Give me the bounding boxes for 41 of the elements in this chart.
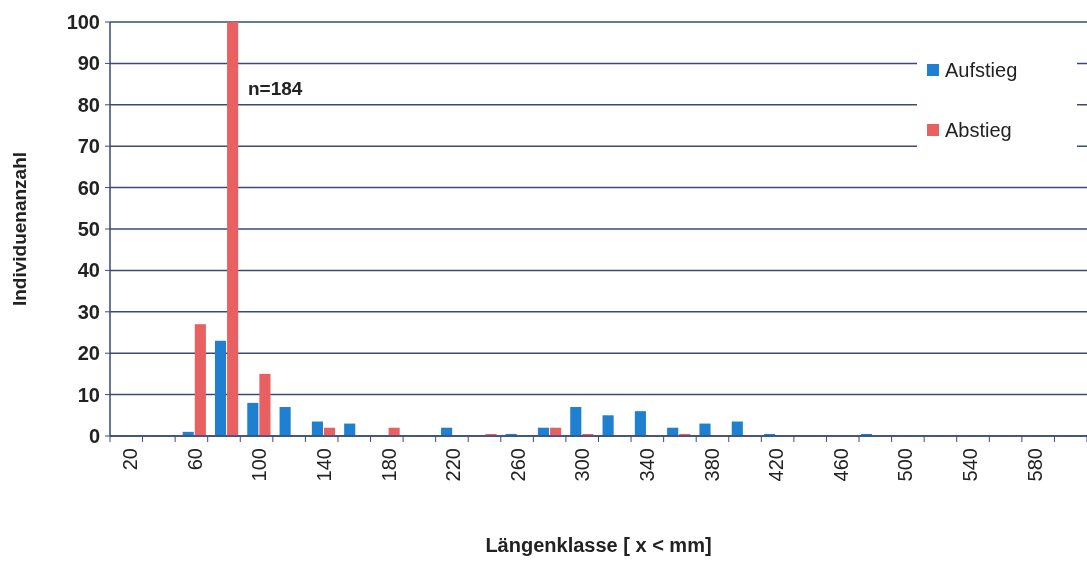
y-tick-label: 0 <box>88 425 100 447</box>
bar <box>699 423 711 436</box>
x-tick-label: 300 <box>571 448 594 482</box>
legend-label: Aufstieg <box>945 59 1018 81</box>
bar <box>259 373 271 436</box>
annotation: n=184 <box>248 78 303 99</box>
x-tick-label: 380 <box>700 448 723 482</box>
x-tick-label: 180 <box>377 448 400 482</box>
bar <box>194 324 206 436</box>
legend-label: Abstieg <box>945 119 1012 141</box>
bar <box>227 22 239 436</box>
x-tick-label: 100 <box>248 448 271 482</box>
x-tick-label: 60 <box>183 448 206 471</box>
bar <box>247 402 259 436</box>
x-axis-title: Längenklasse [ x < mm] <box>485 534 712 556</box>
bar <box>602 415 614 436</box>
bar <box>570 407 582 436</box>
x-tick-label: 540 <box>958 448 981 482</box>
bar <box>279 407 291 436</box>
bar <box>634 411 646 436</box>
x-tick-label: 260 <box>506 448 529 482</box>
y-tick-label: 100 <box>66 11 100 33</box>
y-axis-title: Individuenanzahl <box>9 151 30 307</box>
y-tick-label: 70 <box>77 135 100 158</box>
y-tick-label: 10 <box>77 383 100 406</box>
bar <box>214 340 227 436</box>
y-tick-label: 90 <box>77 52 100 75</box>
x-tick-label: 140 <box>312 448 335 482</box>
x-tick-label: 340 <box>635 448 658 482</box>
y-tick-label: 80 <box>77 93 100 116</box>
x-tick-label: 420 <box>765 448 788 482</box>
x-tick-label: 20 <box>119 448 142 471</box>
y-tick-label: 60 <box>77 176 100 199</box>
x-tick-label: 580 <box>1023 448 1046 482</box>
y-tick-label: 20 <box>77 342 100 365</box>
y-tick-label: 30 <box>77 300 100 323</box>
y-tick-label: 40 <box>77 259 100 282</box>
x-tick-label: 220 <box>442 448 465 482</box>
x-tick-label: 460 <box>829 448 852 482</box>
x-tick-label: 500 <box>894 448 917 482</box>
y-tick-label: 50 <box>77 218 100 240</box>
